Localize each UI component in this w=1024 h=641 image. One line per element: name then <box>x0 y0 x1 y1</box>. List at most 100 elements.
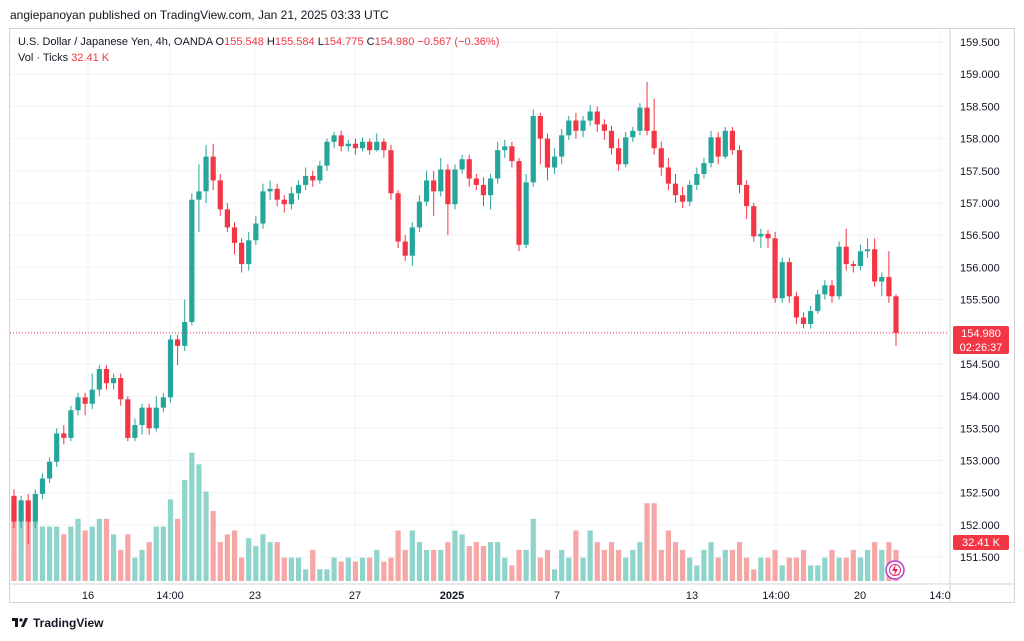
candle-body <box>431 180 437 192</box>
volume-bar <box>452 530 458 581</box>
volume-bar <box>11 503 17 581</box>
low-label: L <box>317 36 324 48</box>
volume-bar <box>879 549 885 581</box>
volume-bar <box>701 549 707 581</box>
volume-bar <box>338 561 344 581</box>
volume-bar <box>530 518 536 581</box>
volume-bar <box>715 557 721 581</box>
candle-body <box>89 389 95 404</box>
candle-body <box>601 124 607 131</box>
candle-body <box>530 116 536 183</box>
candle-body <box>409 227 415 256</box>
volume-bar <box>239 557 245 581</box>
price-tick-label: 158.000 <box>960 134 1000 146</box>
volume-bar <box>502 557 508 581</box>
chart-legend: U.S. Dollar / Japanese Yen, 4h, OANDA O1… <box>18 34 499 66</box>
price-tick-label: 153.500 <box>960 423 1000 435</box>
price-tick-label: 156.000 <box>960 262 1000 274</box>
volume-bar <box>822 557 828 581</box>
candle-body <box>203 156 209 192</box>
volume-bar <box>118 549 124 581</box>
candle-body <box>416 201 423 228</box>
candle-body <box>623 137 629 165</box>
candle-body <box>445 169 451 205</box>
volume-bar <box>89 526 95 581</box>
chart-frame[interactable] <box>9 28 1015 603</box>
volume-bar <box>665 530 671 581</box>
volume-bar <box>544 549 551 581</box>
candle-body <box>423 180 430 202</box>
volume-bar <box>103 518 110 581</box>
legend-volume-row: Vol · Ticks 32.41 K <box>18 50 499 66</box>
volume-bar <box>160 526 166 581</box>
volume-bar <box>167 499 174 581</box>
price-tick-label: 158.500 <box>960 101 1000 113</box>
candle-body <box>800 317 807 324</box>
volume-bar <box>402 549 408 581</box>
volume-bar <box>736 542 743 581</box>
lightning-icon[interactable] <box>885 560 905 580</box>
volume-bar <box>487 542 494 581</box>
candle-body <box>473 178 479 185</box>
volume-bar <box>687 557 693 581</box>
volume-bar <box>864 549 871 581</box>
volume-bar <box>758 557 764 581</box>
low-value: 154.775 <box>323 36 364 48</box>
volume-bar <box>630 549 636 581</box>
price-tick-label: 157.500 <box>960 166 1000 178</box>
volume-bar <box>324 569 330 581</box>
candle-body <box>438 169 444 192</box>
candle-body <box>253 223 259 241</box>
volume-bar <box>559 549 565 581</box>
price-tick-label: 157.000 <box>960 198 1000 210</box>
volume-tag: 32.41 K <box>953 535 1009 550</box>
volume-bar <box>295 557 302 581</box>
volume-bar <box>786 557 792 581</box>
volume-bar <box>189 452 195 581</box>
candle-body <box>808 311 814 324</box>
volume-bar <box>246 538 252 581</box>
candle-body <box>630 130 636 138</box>
volume-bar <box>395 530 401 581</box>
candle-body <box>694 173 700 185</box>
price-axis[interactable]: 159.500 159.000 158.500 158.000 157.500 157.0… <box>960 37 1000 564</box>
volume-bar <box>886 542 892 581</box>
volume-bar <box>466 546 472 581</box>
candle-body <box>196 191 202 200</box>
volume-bar <box>345 557 351 581</box>
candle-body <box>46 461 53 479</box>
footer-brand[interactable]: TradingView <box>12 616 103 630</box>
time-axis[interactable]: 16 14:00 23 27 2025 7 13 14:00 20 14:0 <box>82 590 951 602</box>
volume-bar <box>779 565 785 581</box>
volume-bar <box>872 542 878 581</box>
candle-body <box>480 184 487 196</box>
volume-bar <box>601 549 607 581</box>
volume-bar <box>310 549 316 581</box>
candle-body <box>68 410 74 438</box>
volume-bar <box>61 534 67 581</box>
candle-body <box>729 130 736 151</box>
price-tick-label: 153.000 <box>960 455 1000 467</box>
volume-bar <box>800 549 807 581</box>
volume-tag-value: 32.41 K <box>962 537 1001 549</box>
candle-body <box>765 233 771 239</box>
volume-bar <box>516 549 522 581</box>
candle-body <box>879 276 885 282</box>
volume-bar <box>388 557 394 581</box>
volume-bar <box>32 518 38 581</box>
volume-bar <box>537 557 543 581</box>
volume-bar <box>751 569 757 581</box>
volume-bar <box>594 542 600 581</box>
candle-body <box>751 206 757 237</box>
candle-body <box>864 249 871 252</box>
footer-brand-label: TradingView <box>33 616 104 630</box>
candle-body <box>715 137 721 157</box>
time-tick-label: 14:0 <box>929 590 950 602</box>
candle-body <box>608 130 615 149</box>
candle-body <box>331 135 337 142</box>
candle-body <box>231 227 238 243</box>
volume-bar <box>132 557 138 581</box>
candle-body <box>153 407 159 429</box>
volume-bar <box>153 526 159 581</box>
